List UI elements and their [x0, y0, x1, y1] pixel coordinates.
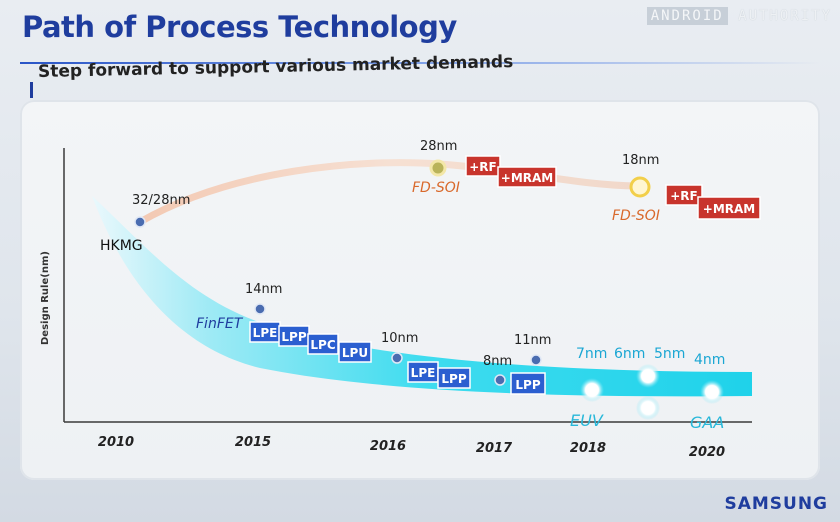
title-underline	[20, 62, 820, 64]
size-10nm: 10nm	[381, 331, 418, 346]
svg-text:LPE: LPE	[411, 366, 436, 380]
fdsoi-28nm-node	[429, 159, 447, 177]
badge-lpp-10: LPP	[437, 367, 471, 389]
svg-text:LPC: LPC	[310, 338, 335, 352]
finfet-size-label: 14nm	[245, 282, 282, 297]
watermark: ANDROID AUTHORITY	[646, 7, 832, 25]
badge-mram-28: +MRAM	[497, 166, 557, 188]
node-11nm	[530, 354, 542, 366]
node-7nm-glow	[580, 378, 604, 402]
size-8nm: 8nm	[483, 354, 512, 369]
x-tick-2015: 2015	[235, 435, 271, 450]
svg-text:+MRAM: +MRAM	[703, 202, 755, 216]
svg-text:+RF: +RF	[469, 160, 497, 174]
x-tick-2010: 2010	[98, 435, 134, 450]
watermark-part2: AUTHORITY	[738, 8, 832, 24]
fdsoi-28nm-size: 28nm	[420, 139, 457, 154]
page-title: Path of Process Technology	[22, 10, 457, 44]
size-11nm: 11nm	[514, 333, 551, 348]
watermark-part1: ANDROID	[646, 7, 728, 25]
node-10nm	[391, 352, 403, 364]
hkmg-node	[134, 216, 146, 228]
badge-mram-18: +MRAM	[697, 196, 761, 220]
svg-text:LPE: LPE	[253, 326, 278, 340]
gaa-label: GAA	[690, 413, 724, 432]
samsung-logo: SAMSUNG	[724, 494, 828, 514]
subtitle-marker	[30, 82, 33, 98]
badge-lpu-14: LPU	[338, 341, 372, 363]
fdsoi-18nm-size: 18nm	[622, 153, 659, 168]
node-8nm	[494, 374, 506, 386]
x-tick-2020: 2020	[689, 445, 725, 460]
hkmg-label: HKMG	[100, 238, 143, 254]
svg-text:+MRAM: +MRAM	[501, 171, 553, 185]
finfet-label: FinFET	[196, 316, 244, 332]
x-tick-2018: 2018	[570, 441, 606, 456]
hkmg-size-label: 32/28nm	[132, 193, 190, 208]
svg-text:+RF: +RF	[670, 189, 698, 203]
badge-lpp-14: LPP	[278, 325, 310, 347]
x-tick-2017: 2017	[476, 441, 513, 456]
node-6nm-euv-glow	[636, 396, 660, 420]
svg-text:LPP: LPP	[441, 372, 466, 386]
node-6nm-glow	[636, 364, 660, 388]
size-4nm: 4nm	[694, 352, 725, 368]
size-5nm: 5nm	[654, 346, 685, 362]
x-tick-2016: 2016	[370, 439, 406, 454]
badge-rf-18: +RF	[665, 184, 703, 206]
fdsoi-28nm-label: FD-SOI	[412, 180, 460, 196]
svg-text:LPP: LPP	[515, 378, 540, 392]
badge-lpp-8: LPP	[510, 372, 546, 395]
badge-lpe-10: LPE	[407, 361, 439, 383]
finfet-node	[254, 303, 266, 315]
size-6nm: 6nm	[614, 346, 645, 362]
finfet-band	[92, 196, 752, 397]
fdsoi-path	[136, 159, 644, 226]
badge-rf-28: +RF	[465, 155, 501, 177]
node-4nm-glow	[700, 380, 724, 404]
svg-text:LPU: LPU	[342, 346, 368, 360]
fdsoi-18nm-label: FD-SOI	[612, 208, 660, 224]
badge-lpe-14: LPE	[249, 321, 281, 343]
fdsoi-18nm-node	[629, 176, 651, 198]
badge-lpc-14: LPC	[307, 333, 339, 355]
euv-label: EUV	[570, 411, 604, 430]
size-7nm: 7nm	[576, 346, 607, 362]
y-axis-label: Design Rule(nm)	[40, 251, 51, 345]
svg-text:LPP: LPP	[281, 330, 306, 344]
